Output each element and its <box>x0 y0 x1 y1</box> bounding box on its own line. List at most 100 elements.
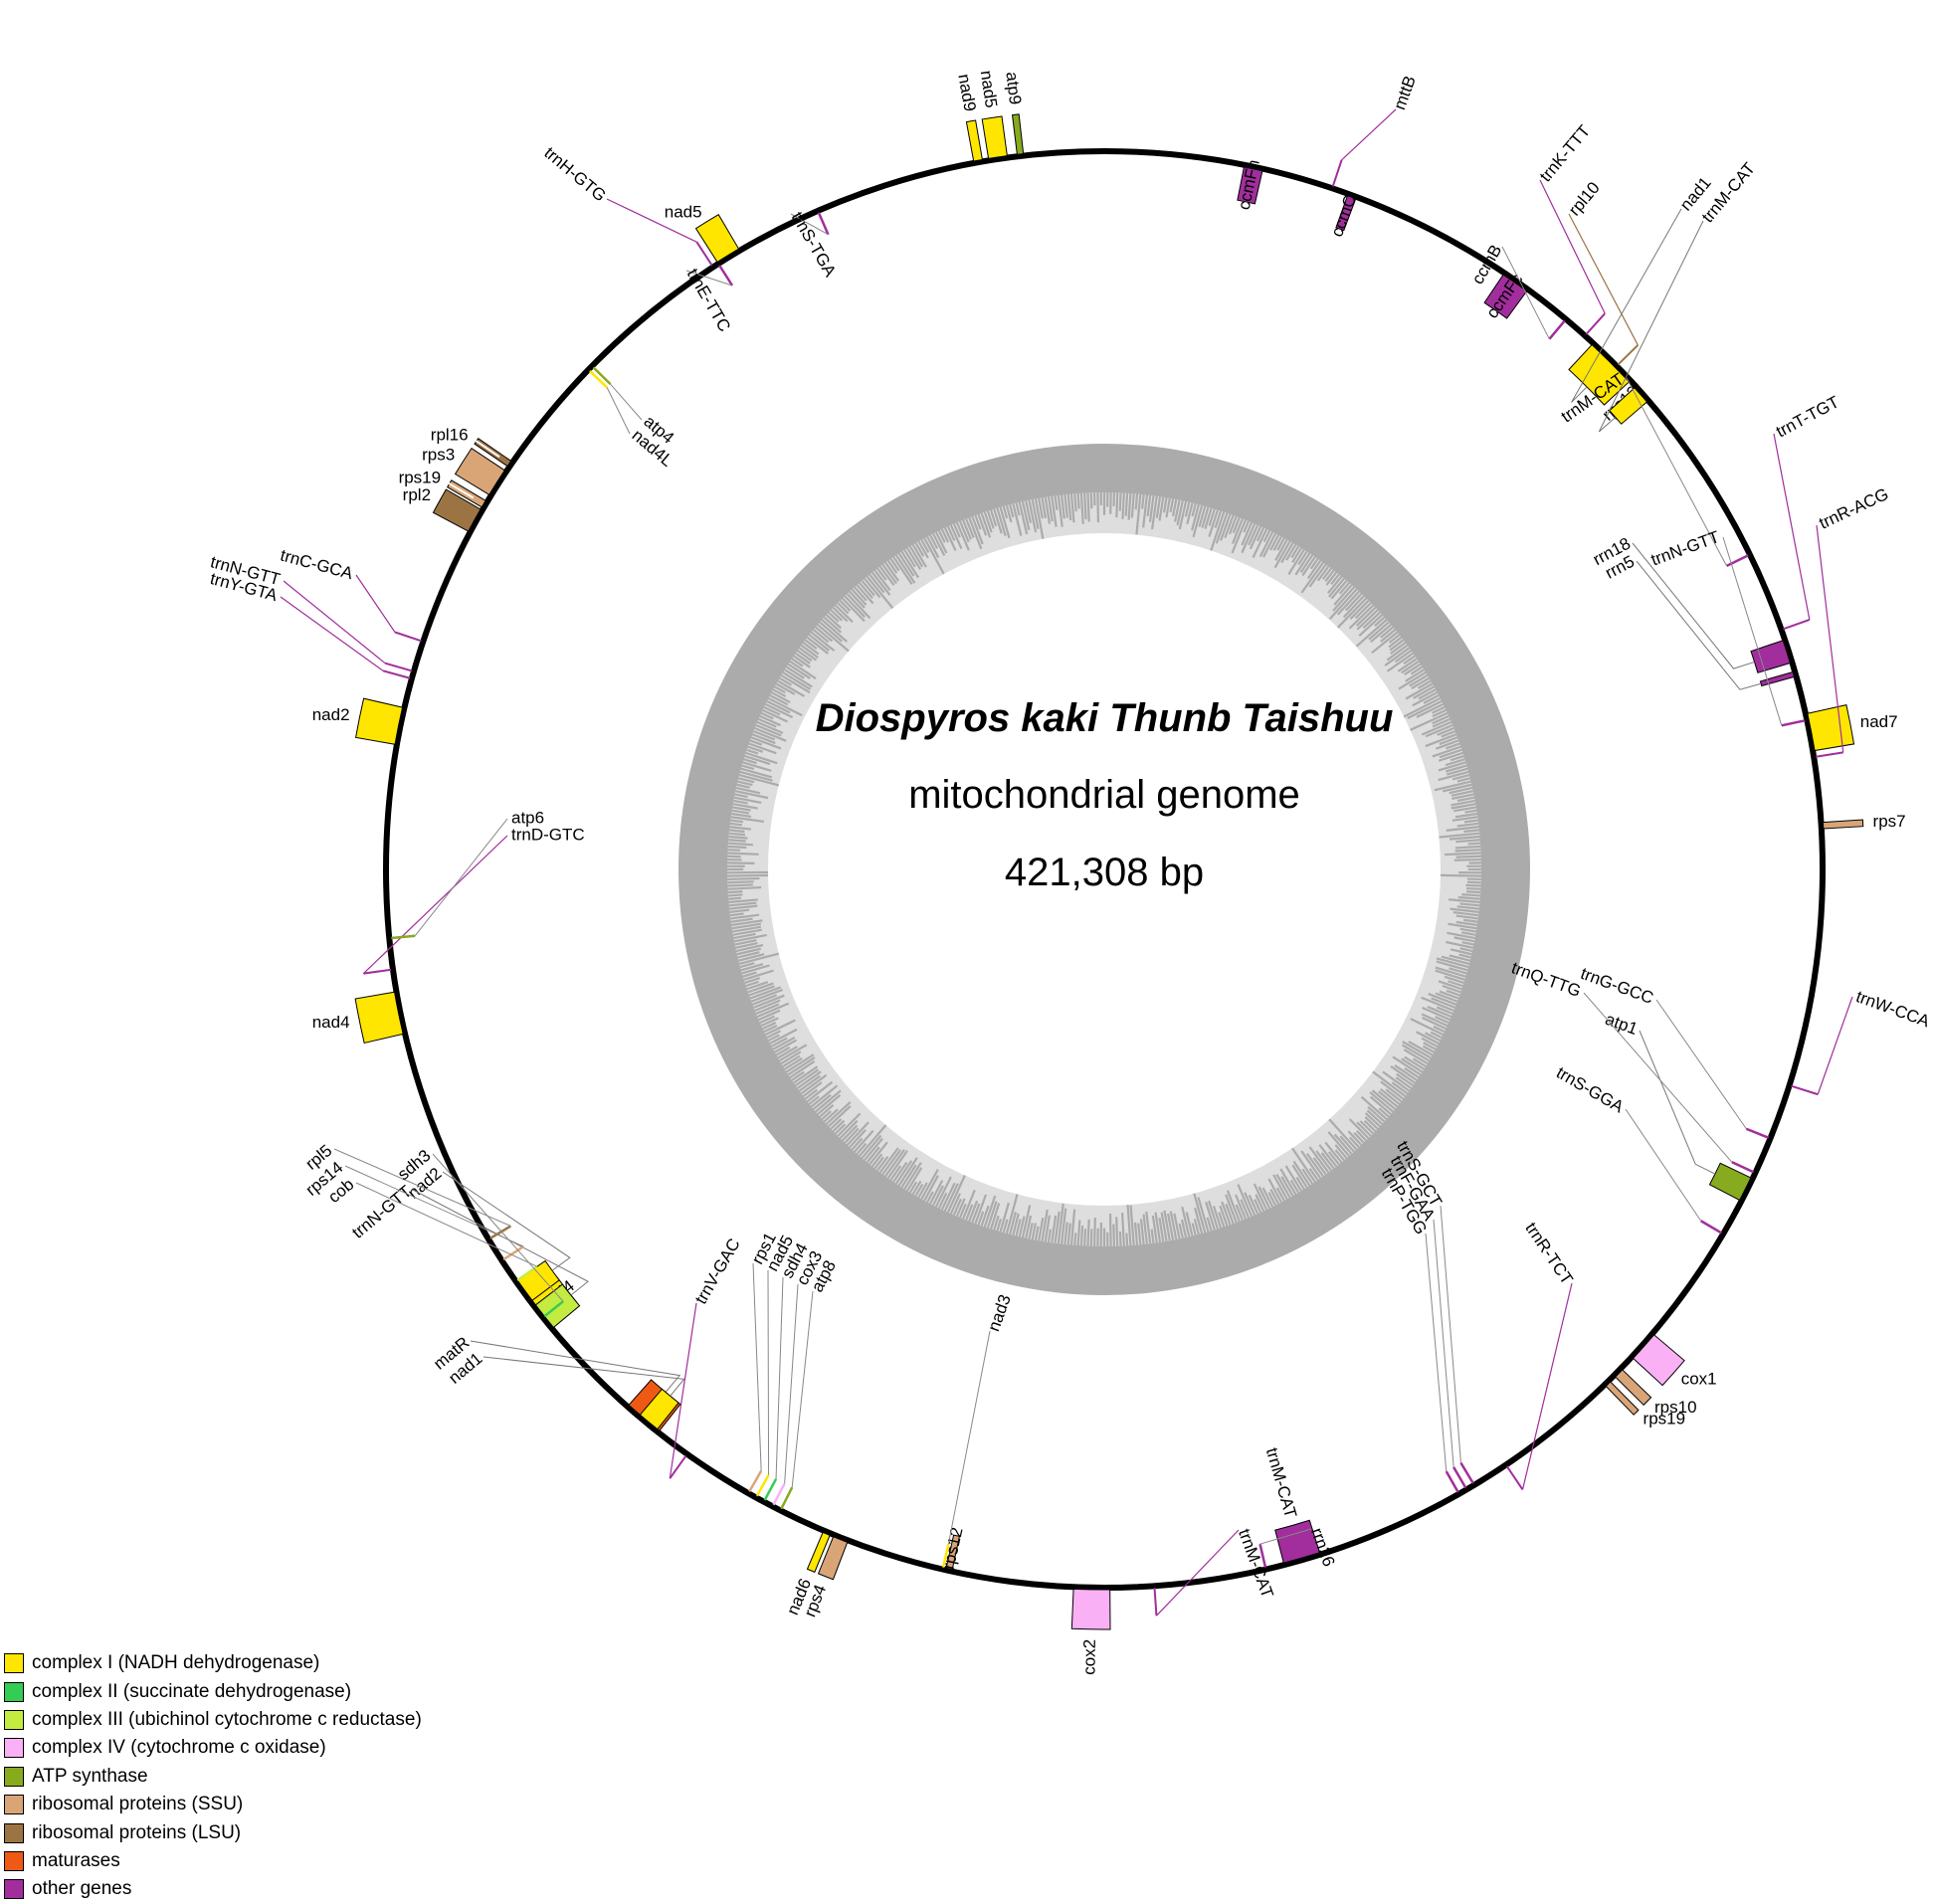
gc-spike <box>1087 1220 1088 1246</box>
gene-label-nad3: nad3 <box>984 1292 1015 1334</box>
gene-tick-trny-gta <box>383 670 410 677</box>
legend-label: maturases <box>32 1850 120 1872</box>
gene-label-trnn-gtt: trnN-GTT <box>348 1182 415 1242</box>
legend-swatch <box>4 1767 24 1787</box>
legend-swatch <box>4 1851 24 1871</box>
gene-label-rps7: rps7 <box>1873 812 1906 831</box>
gene-tick-mttb <box>1333 160 1342 187</box>
gene-label-rpl10: rpl10 <box>1565 178 1604 219</box>
gc-spike <box>1142 494 1144 509</box>
gene-box-cox1 <box>1634 1335 1684 1386</box>
gc-spike <box>728 898 741 899</box>
leader-line <box>753 1263 761 1471</box>
gene-label-cox2: cox2 <box>1079 1639 1099 1675</box>
gene-label-trns-gga: trnS-GGA <box>1553 1063 1628 1117</box>
leader-line <box>1434 1220 1453 1467</box>
gc-spike <box>728 894 742 895</box>
gc-spike <box>1091 1229 1092 1245</box>
legend-label: complex IV (cytochrome c oxidase) <box>32 1737 326 1759</box>
legend-item-atp: ATP synthase <box>4 1763 422 1791</box>
gc-spike <box>1110 1214 1111 1246</box>
gc-spike <box>1461 894 1480 895</box>
gene-label-trnv-gac: trnV-GAC <box>691 1236 744 1308</box>
gene-tick-trnr-acg <box>1816 752 1843 756</box>
gc-spike <box>1094 1218 1095 1246</box>
gene-label-cox1: cox1 <box>1681 1369 1717 1388</box>
leader-line <box>1656 1000 1746 1129</box>
gene-label-nad9: nad9 <box>954 73 979 113</box>
gene-tick-atp8 <box>781 1487 792 1508</box>
gene-label-ccmc: ccmC <box>1327 192 1360 239</box>
gene-label-trnn-gtt: trnN-GTT <box>1648 527 1722 569</box>
gene-label-trnr-tct: trnR-TCT <box>1521 1219 1576 1287</box>
gc-spike <box>1084 1229 1085 1245</box>
leader-line <box>1523 1283 1572 1489</box>
legend-item-lsu: ribosomal proteins (LSU) <box>4 1818 422 1846</box>
legend-label: complex II (succinate dehydrogenase) <box>32 1681 351 1703</box>
gc-spike <box>1087 492 1088 521</box>
leader-line <box>1156 1530 1239 1616</box>
gene-label-rps3: rps3 <box>422 446 455 465</box>
leader-line <box>356 1183 537 1266</box>
legend-swatch <box>4 1795 24 1814</box>
gene-label-rps19: rps19 <box>399 469 442 487</box>
gc-spike <box>1081 1226 1082 1245</box>
gene-tick-trns-gct <box>1460 1463 1472 1484</box>
gene-box-nad4 <box>355 992 403 1043</box>
gc-spike <box>728 847 747 848</box>
gene-label-rpl2: rpl2 <box>403 485 431 504</box>
gc-spike <box>730 824 742 825</box>
gene-tick-trnm-cat <box>1727 555 1749 566</box>
legend-label: complex III (ubichinol cytochrome c redu… <box>32 1709 422 1731</box>
gene-tick-trns-tga <box>819 213 829 235</box>
leader-line <box>356 575 395 632</box>
gene-label-nad5: nad5 <box>665 203 702 222</box>
gene-label-trnm-cat: trnM-CAT <box>1262 1445 1300 1520</box>
gene-label-rps19: rps19 <box>1644 1409 1686 1428</box>
gene-label-trnm-cat: trnM-CAT <box>1235 1526 1277 1601</box>
gc-spike <box>1074 493 1075 511</box>
gene-tick-sdh4 <box>765 1479 776 1500</box>
legend-swatch <box>4 1710 24 1730</box>
gene-tick-trns-gga <box>1701 1221 1722 1233</box>
gene-tick-trnn-gtt <box>1782 720 1805 725</box>
leader-line <box>1640 1031 1715 1174</box>
gene-label-nad2: nad2 <box>312 705 350 724</box>
gene-tick-rpl10 <box>1618 345 1638 365</box>
gene-tick-trnp-tgg <box>1447 1471 1458 1492</box>
gene-label-atp1: atp1 <box>1603 1010 1641 1039</box>
gc-spike <box>1136 493 1137 509</box>
gc-spike <box>1466 888 1480 889</box>
leader-line <box>415 819 507 936</box>
gene-box-nad7 <box>1808 705 1854 751</box>
gene-tick-trnr-tct <box>1507 1466 1523 1489</box>
legend-item-mat: maturases <box>4 1847 422 1875</box>
legend-item-c2: complex II (succinate dehydrogenase) <box>4 1677 422 1705</box>
gene-label-trns-tga: trnS-TGA <box>788 209 841 281</box>
gene-tick-cox3 <box>774 1483 785 1504</box>
legend-item-c4: complex IV (cytochrome c oxidase) <box>4 1734 422 1762</box>
gene-tick-trnc-gca <box>395 632 422 641</box>
genome-subtitle: mitochondrial genome <box>908 773 1300 817</box>
gene-tick-trng-gcc <box>1746 1129 1768 1138</box>
gc-spike <box>1097 492 1098 522</box>
gc-spike <box>727 875 769 876</box>
gc-spike <box>1454 859 1481 860</box>
legend-swatch <box>4 1879 24 1899</box>
gc-spike <box>728 840 746 841</box>
gene-box-atp9 <box>1013 114 1024 154</box>
genome-title: Diospyros kaki Thunb Taishuu <box>816 696 1394 740</box>
gc-spike <box>1074 1233 1075 1245</box>
leader-line <box>281 597 383 670</box>
legend-label: complex I (NADH dehydrogenase) <box>32 1652 319 1674</box>
legend-item-other: other genes <box>4 1875 422 1903</box>
gc-spike <box>1468 844 1480 845</box>
gene-label-trnc-gca: trnC-GCA <box>279 546 356 584</box>
legend-swatch <box>4 1653 24 1673</box>
leader-line <box>1569 214 1638 345</box>
gc-spike <box>1084 493 1085 520</box>
gene-label-atp9: atp9 <box>1002 71 1025 105</box>
gene-label-trnh-gtg: trnH-GTG <box>540 143 609 206</box>
gc-spike <box>1440 875 1481 876</box>
